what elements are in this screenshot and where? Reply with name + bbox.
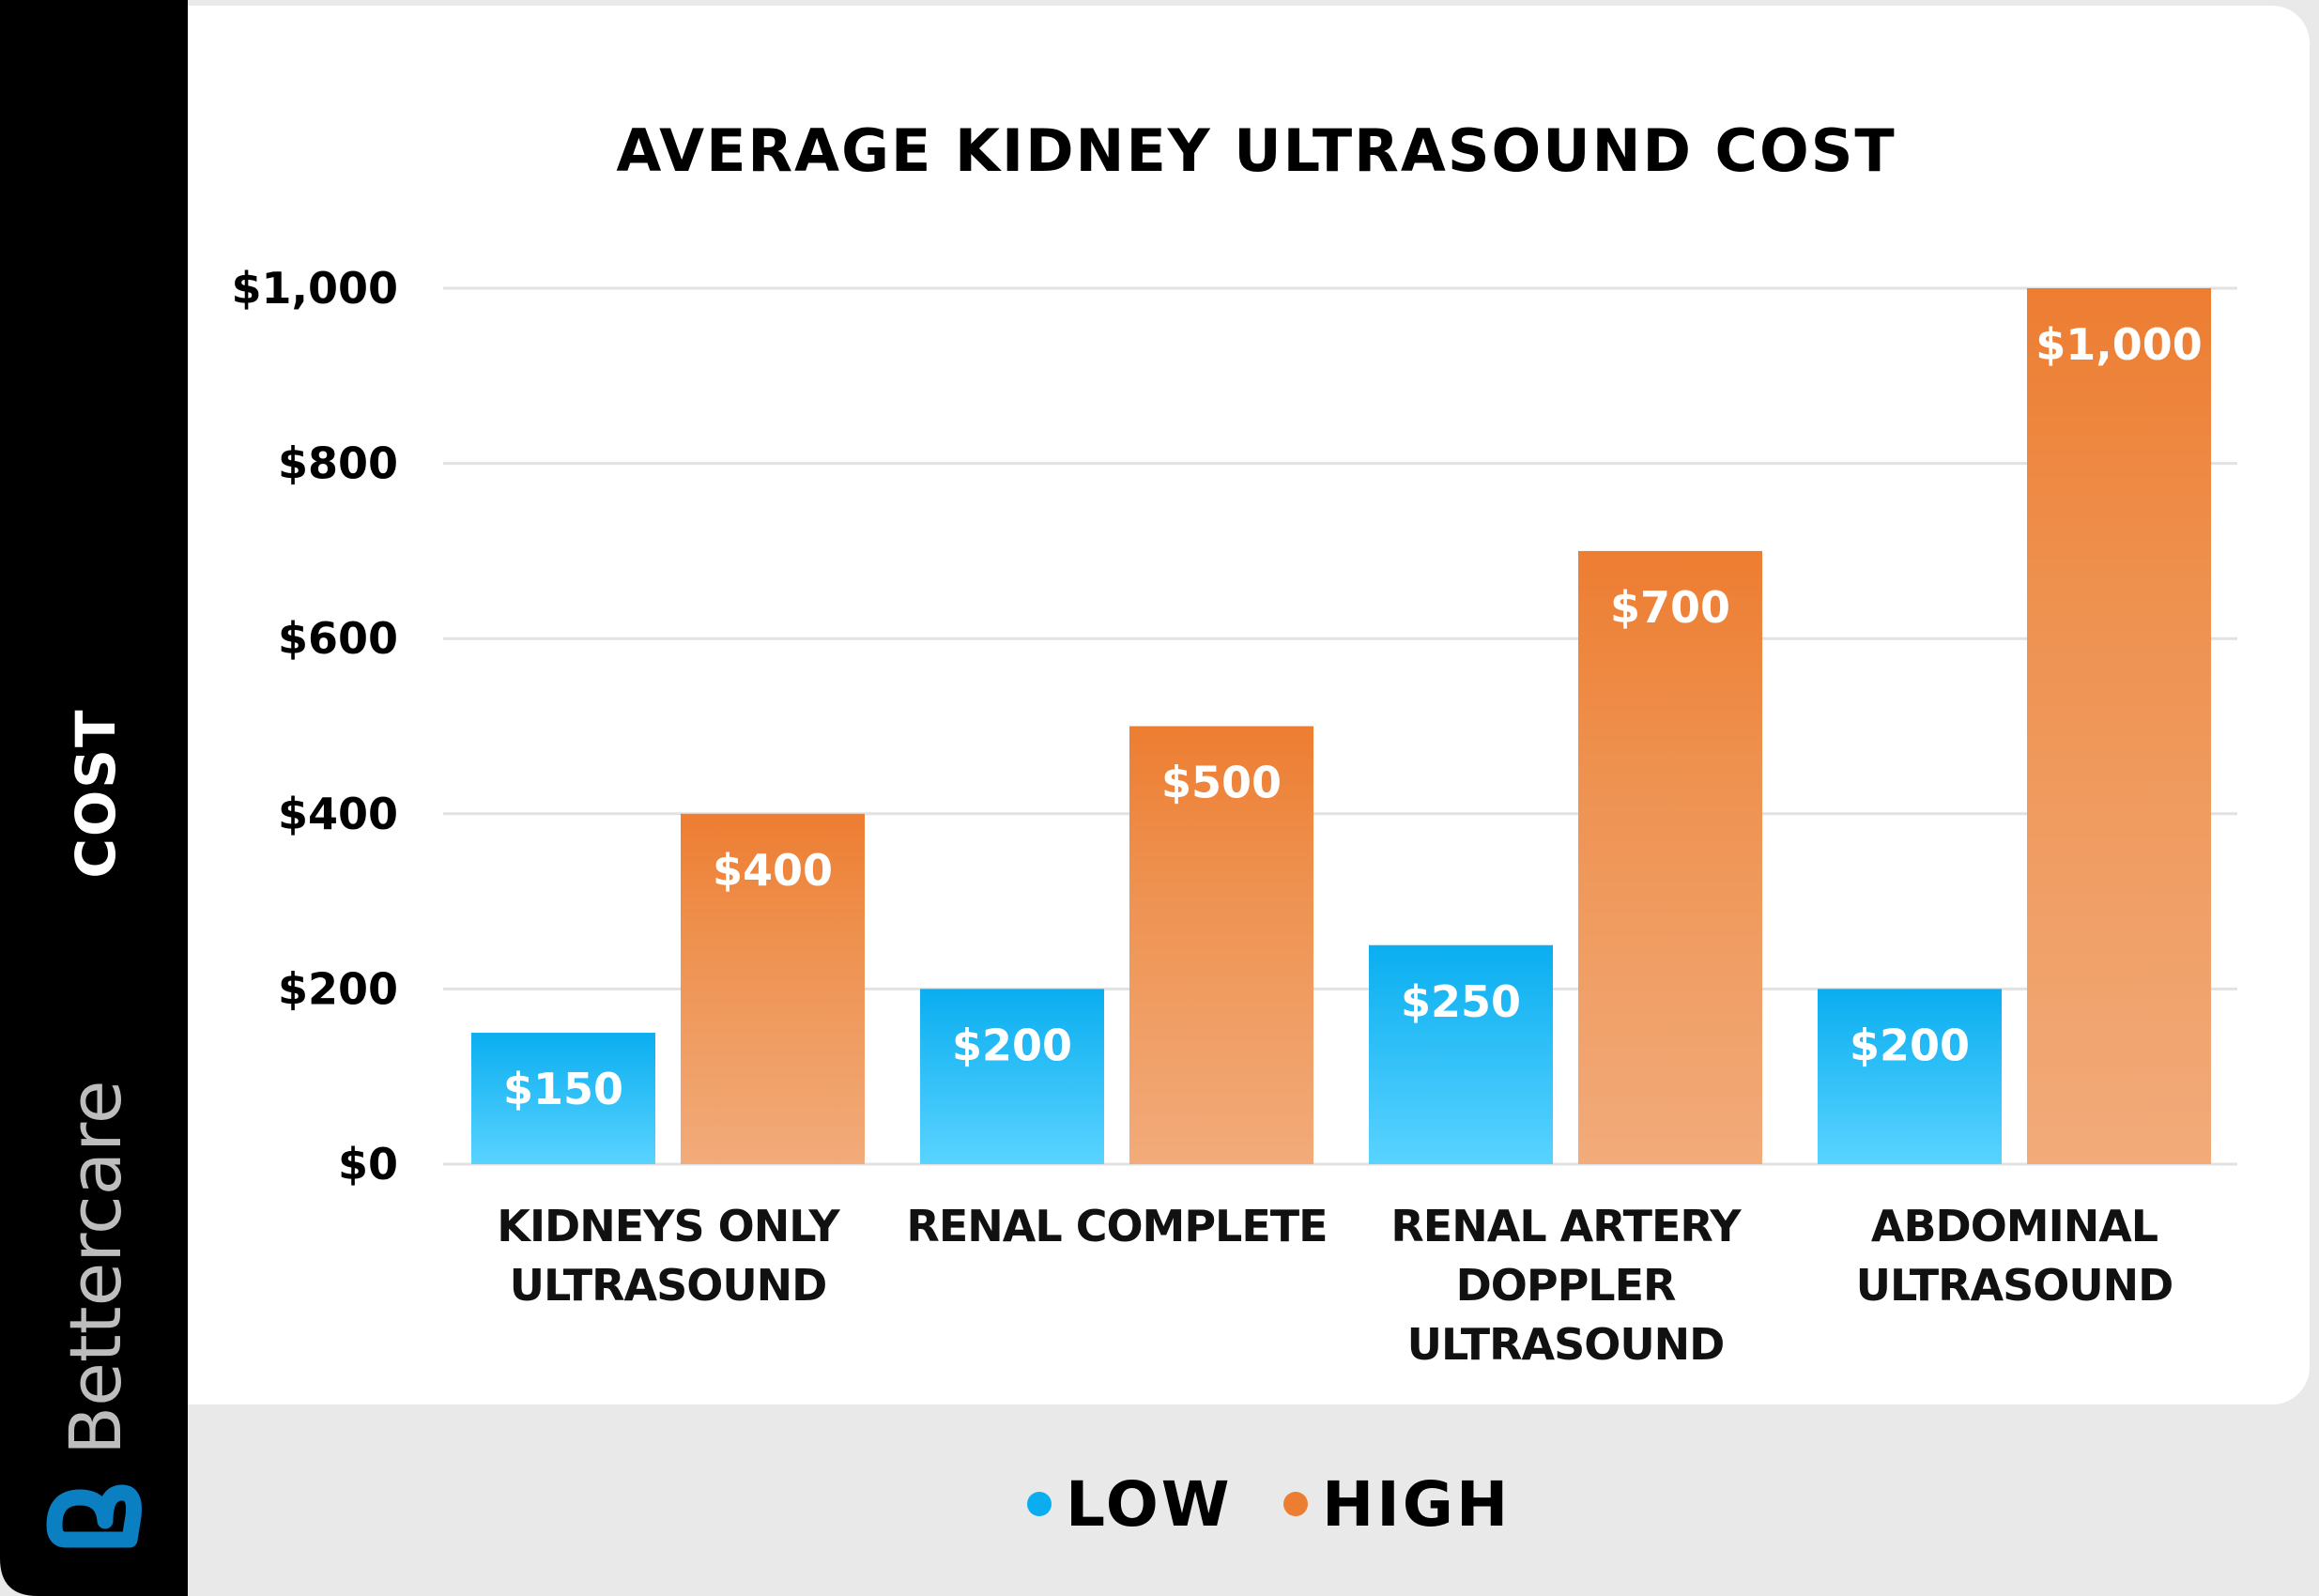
bettercare-logo-icon: [46, 1484, 142, 1548]
bar-low: [471, 1033, 655, 1164]
bar-high: [1129, 726, 1313, 1164]
bar-low: [1369, 944, 1553, 1164]
y-tick-label: $400: [278, 789, 398, 839]
y-tick-label: $800: [278, 438, 398, 489]
y-tick-label: $0: [338, 1139, 398, 1189]
data-label: $400: [713, 845, 833, 896]
y-tick-label: $1,000: [231, 263, 398, 314]
category-label: ULTRASOUND: [1856, 1260, 2173, 1311]
category-label: ULTRASOUND: [1407, 1319, 1725, 1370]
legend-band: [188, 1408, 2319, 1596]
bar-low: [1818, 989, 2002, 1164]
bar-high: [2027, 288, 2211, 1164]
chart-card: [8, 6, 2310, 1404]
chart-title: AVERAGE KIDNEY ULTRASOUND COST: [616, 116, 1896, 185]
bar-low: [920, 989, 1104, 1164]
legend-high-label: HIGH: [1322, 1468, 1511, 1541]
legend-low-label: LOW: [1066, 1468, 1233, 1541]
side-panel: [0, 0, 188, 1596]
category-label: KIDNEYS ONLY: [497, 1201, 840, 1251]
category-label: ABDOMINAL: [1871, 1201, 2158, 1251]
y-tick-label: $200: [278, 963, 398, 1014]
data-label: $200: [952, 1020, 1072, 1070]
legend-high-dot-icon: [1283, 1492, 1308, 1516]
category-label: RENAL COMPLETE: [906, 1201, 1327, 1251]
data-label: $200: [1850, 1020, 1970, 1070]
data-label: $700: [1610, 582, 1730, 633]
bar-high: [1578, 550, 1762, 1164]
data-label: $1,000: [2035, 319, 2203, 370]
data-label: $500: [1161, 758, 1282, 808]
legend-low-dot-icon: [1027, 1492, 1052, 1516]
brand-name: Bettercare: [54, 1080, 137, 1455]
category-label: DOPPLER: [1456, 1260, 1676, 1311]
y-axis-label: COST: [64, 708, 128, 878]
category-label: ULTRASOUND: [510, 1260, 827, 1311]
y-tick-label: $600: [278, 613, 398, 664]
data-label: $250: [1401, 976, 1521, 1027]
bar-high: [681, 813, 865, 1164]
category-label: RENAL ARTERY: [1390, 1201, 1742, 1251]
data-label: $150: [503, 1064, 623, 1114]
